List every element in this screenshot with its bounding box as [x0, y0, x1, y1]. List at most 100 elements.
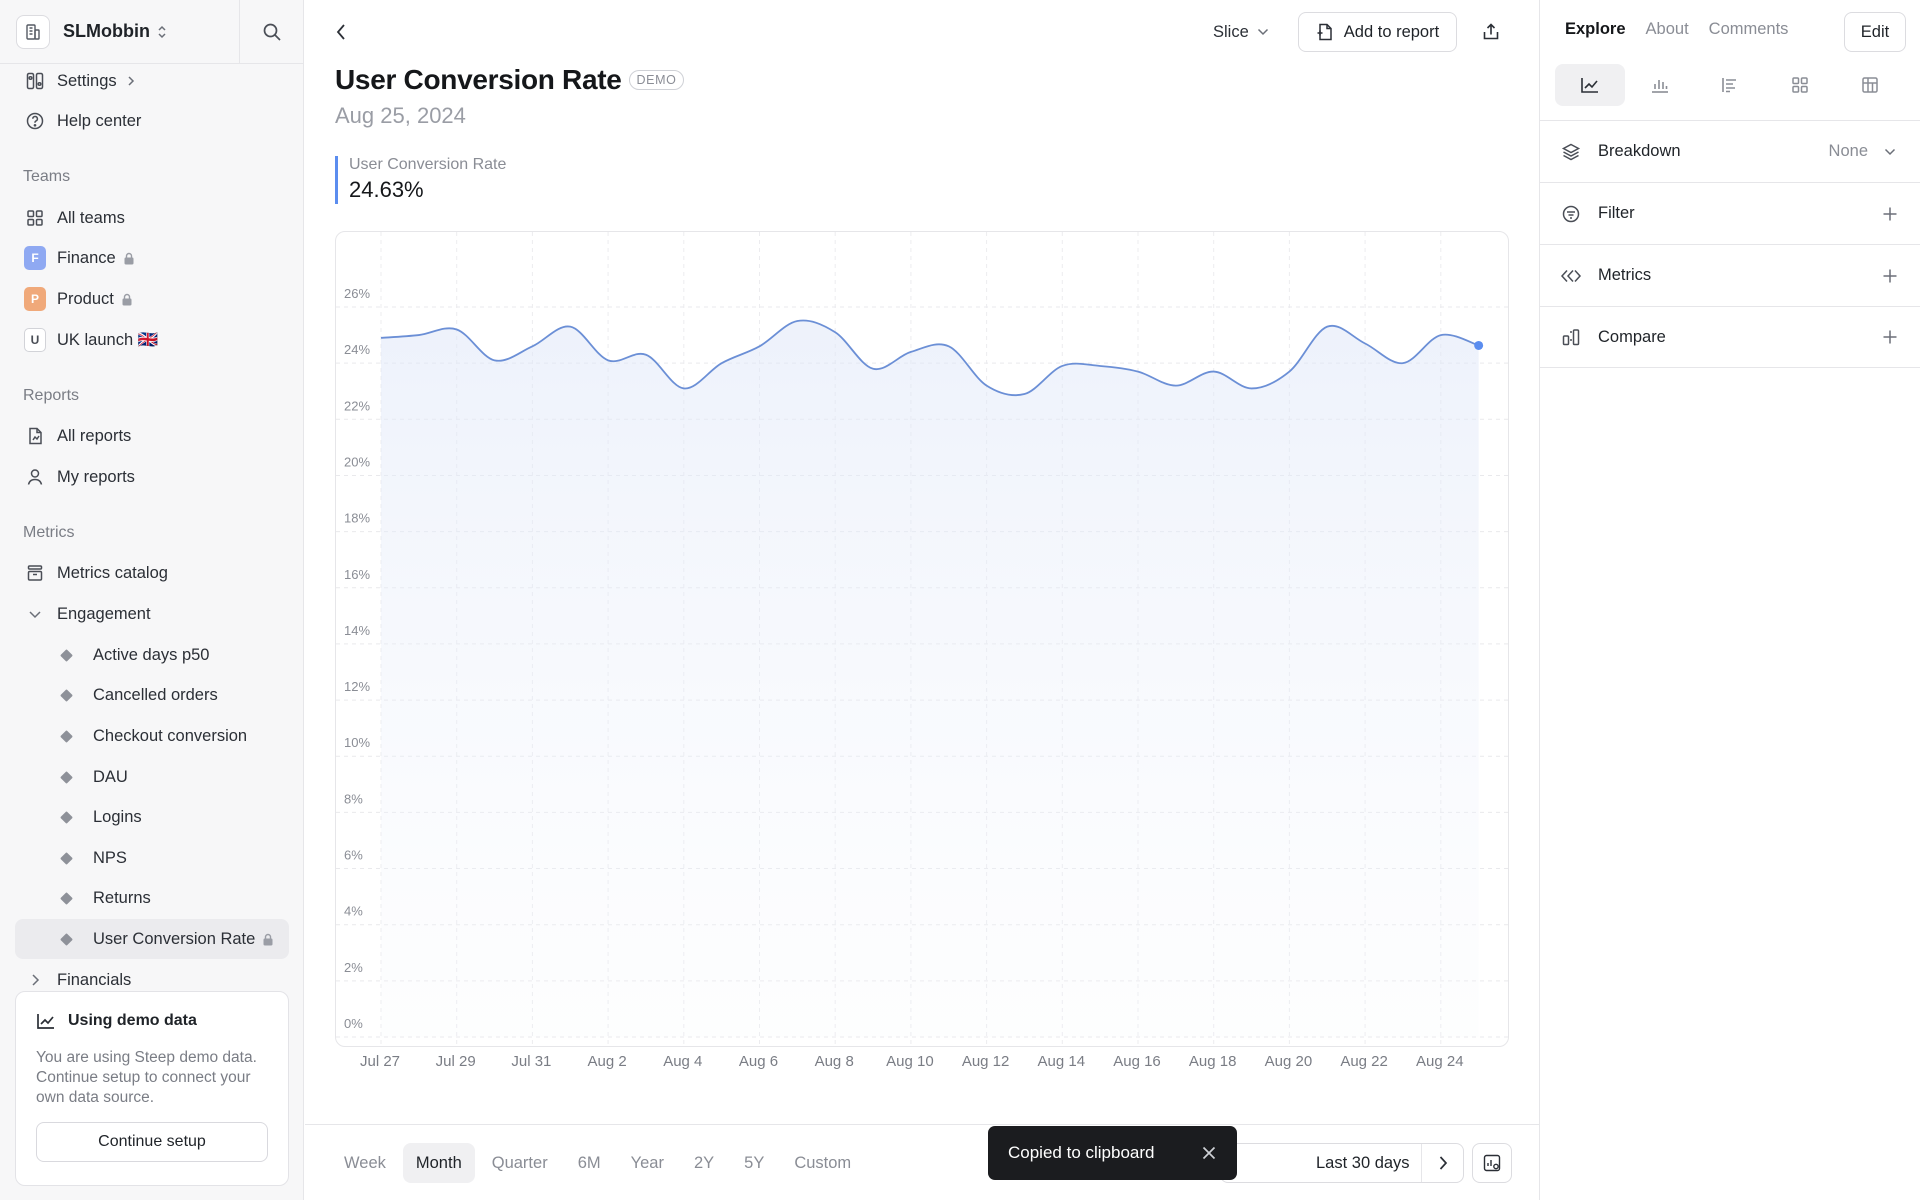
- chart-settings-button[interactable]: [1472, 1143, 1512, 1183]
- range-tab-month[interactable]: Month: [402, 1143, 475, 1183]
- next-period-button[interactable]: [1421, 1144, 1463, 1182]
- sidebar-item-help-center[interactable]: Help center: [15, 101, 289, 141]
- x-axis-labels: Jul 27 Jul 29 Jul 31 Aug 2 Aug 4 Aug 6 Aug 8 Au…: [305, 1053, 1539, 1073]
- sidebar-item-metric[interactable]: DAU: [15, 757, 289, 797]
- grid-icon: [1792, 77, 1808, 93]
- compare-icon: [1560, 326, 1582, 348]
- horizontal-bar-icon: [1722, 78, 1736, 93]
- diamond-icon: [59, 847, 73, 869]
- sidebar-item-label: All teams: [57, 208, 125, 227]
- range-tab-6m[interactable]: 6M: [577, 1153, 601, 1172]
- sidebar-item-settings[interactable]: Settings: [15, 61, 289, 101]
- filter-label: Filter: [1598, 204, 1635, 222]
- x-tick-label: Aug 24: [1416, 1053, 1464, 1070]
- y-tick-label: 0%: [344, 1016, 363, 1031]
- viz-horizontal-bar-button[interactable]: [1695, 64, 1765, 106]
- workspace-switcher[interactable]: SLMobbin: [0, 0, 240, 64]
- chevron-right-icon: [126, 75, 136, 87]
- breakdown-row[interactable]: Breakdown None: [1540, 120, 1920, 182]
- x-tick-label: Aug 8: [814, 1053, 854, 1070]
- sidebar-item-my-reports[interactable]: My reports: [15, 457, 289, 497]
- bottom-toolbar: Week Month Quarter 6M Year 2Y 5Y Custom …: [305, 1124, 1539, 1200]
- x-tick-label: Aug 4: [663, 1053, 703, 1070]
- viz-line-button[interactable]: [1555, 64, 1625, 106]
- plus-icon[interactable]: [1874, 198, 1906, 230]
- last-point-marker[interactable]: [1474, 340, 1484, 350]
- metric-label: User Conversion Rate: [349, 156, 507, 173]
- sidebar-item-metric[interactable]: Active days p50: [15, 635, 289, 675]
- viz-bar-button[interactable]: [1625, 64, 1695, 106]
- sidebar-item-metrics-catalog[interactable]: Metrics catalog: [15, 553, 289, 593]
- add-to-report-button[interactable]: Add to report: [1298, 12, 1457, 52]
- plus-icon[interactable]: [1874, 321, 1906, 353]
- sidebar-item-label: Help center: [57, 111, 142, 130]
- tab-comments[interactable]: Comments: [1708, 20, 1789, 38]
- y-tick-label: 10%: [344, 735, 370, 750]
- range-tab-year[interactable]: Year: [630, 1153, 664, 1172]
- team-badge: U: [24, 328, 46, 352]
- viz-table-button[interactable]: [1835, 64, 1905, 106]
- sidebar-group-financials[interactable]: Financials: [15, 960, 289, 1000]
- sidebar-item-metric[interactable]: Checkout conversion: [15, 716, 289, 756]
- metric-summary: User Conversion Rate 24.63%: [335, 156, 506, 204]
- demo-card-title: Using demo data: [36, 1012, 268, 1030]
- sidebar-item-all-reports[interactable]: All reports: [15, 416, 289, 456]
- metric-value: 24.63%: [349, 177, 424, 202]
- sidebar-item-metric[interactable]: Returns: [15, 878, 289, 918]
- range-tab-week[interactable]: Week: [344, 1153, 386, 1172]
- user-icon: [24, 466, 46, 488]
- sidebar-item-uk-launch[interactable]: U UK launch 🇬🇧: [15, 320, 289, 360]
- sidebar-item-all-teams[interactable]: All teams: [15, 198, 289, 238]
- panel-tabs: Explore About Comments: [1565, 20, 1808, 44]
- chevron-down-icon: [1249, 28, 1269, 36]
- team-badge-wrapper: F: [24, 246, 46, 270]
- sidebar-item-product[interactable]: P Product: [15, 279, 289, 319]
- slice-label: Slice: [1213, 22, 1249, 41]
- compare-row[interactable]: Compare: [1540, 306, 1920, 368]
- viz-grid-button[interactable]: [1765, 64, 1835, 106]
- sidebar-group-engagement[interactable]: Engagement: [15, 594, 289, 634]
- plus-icon[interactable]: [1874, 260, 1906, 292]
- range-tab-5y[interactable]: 5Y: [744, 1153, 765, 1172]
- y-tick-label: 16%: [344, 567, 370, 582]
- diamond-icon: [59, 806, 73, 828]
- slice-dropdown[interactable]: Slice: [1205, 12, 1277, 52]
- back-button[interactable]: [325, 16, 357, 48]
- metrics-label: Metrics: [1598, 266, 1652, 284]
- share-button[interactable]: [1473, 14, 1509, 50]
- x-tick-label: Aug 18: [1188, 1053, 1237, 1070]
- sidebar-item-metric[interactable]: Logins: [15, 797, 289, 837]
- search-button[interactable]: [240, 0, 303, 64]
- toast-notification: Copied to clipboard: [988, 1126, 1237, 1180]
- sidebar-item-label: Product: [57, 289, 114, 308]
- range-tab-2y[interactable]: 2Y: [693, 1153, 715, 1172]
- demo-card-title-text: Using demo data: [68, 1012, 197, 1029]
- add-to-report-label: Add to report: [1343, 22, 1440, 41]
- range-tab-custom[interactable]: Custom: [794, 1153, 852, 1172]
- report-icon: [24, 425, 46, 447]
- continue-setup-button[interactable]: Continue setup: [36, 1122, 268, 1162]
- section-label-reports: Reports: [23, 387, 80, 404]
- sidebar-item-metric-active[interactable]: User Conversion Rate: [15, 919, 289, 959]
- date-range-picker[interactable]: Last 30 days: [1220, 1143, 1464, 1183]
- tab-about[interactable]: About: [1645, 20, 1689, 38]
- x-tick-label: Aug 6: [738, 1053, 779, 1070]
- sidebar-item-metric[interactable]: Cancelled orders: [15, 675, 289, 715]
- toast-close-button[interactable]: [1187, 1131, 1231, 1175]
- settings-icon: [24, 70, 46, 92]
- sidebar-item-finance[interactable]: F Finance: [15, 238, 289, 278]
- tab-explore[interactable]: Explore: [1565, 20, 1626, 38]
- edit-button[interactable]: Edit: [1844, 12, 1906, 52]
- metrics-row[interactable]: Metrics: [1540, 244, 1920, 306]
- y-tick-label: 6%: [344, 848, 363, 863]
- share-icon: [1481, 22, 1501, 42]
- section-label-metrics: Metrics: [23, 524, 75, 541]
- filter-row[interactable]: Filter: [1540, 182, 1920, 244]
- sidebar-item-label: Finance: [57, 248, 116, 267]
- workspace-name: SLMobbin: [63, 21, 150, 41]
- range-tab-quarter[interactable]: Quarter: [491, 1153, 548, 1172]
- x-tick-label: Jul 27: [359, 1053, 401, 1070]
- chevron-left-icon: [335, 23, 347, 41]
- y-tick-label: 12%: [344, 679, 370, 694]
- sidebar-item-metric[interactable]: NPS: [15, 838, 289, 878]
